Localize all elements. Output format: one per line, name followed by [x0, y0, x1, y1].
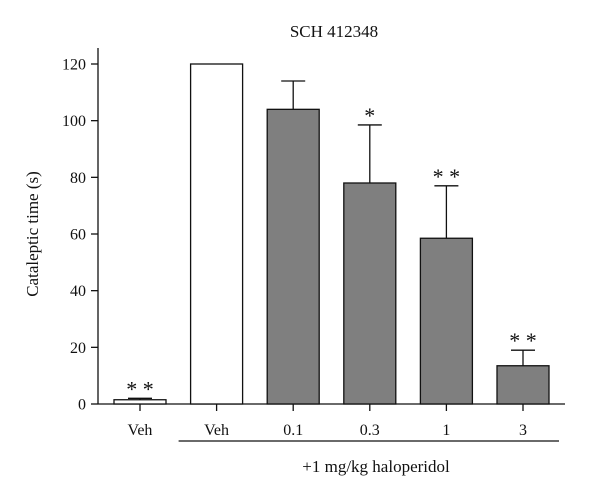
- bar: [189, 63, 244, 405]
- chart-title: SCH 412348: [290, 22, 378, 41]
- x-tick-label: 1: [442, 422, 450, 439]
- significance-marker: * *: [126, 376, 154, 401]
- significance-marker: * *: [433, 164, 461, 189]
- significance-marker: * *: [509, 328, 537, 353]
- plot-area: 0 20 40 60 80 100 120 Veh * * Veh 0.1 0.3 * 1 * * 3 * *: [62, 48, 565, 442]
- significance-marker: *: [364, 103, 375, 128]
- bar: [419, 237, 474, 405]
- bar: [343, 182, 397, 405]
- y-tick-label: 100: [62, 113, 86, 130]
- y-tick-label: 0: [78, 397, 86, 414]
- y-tick-label: 60: [70, 227, 86, 244]
- y-tick-label: 120: [62, 57, 86, 74]
- y-tick-label: 40: [70, 283, 86, 300]
- x-tick-label: Veh: [128, 422, 153, 439]
- x-tick-label: 0.1: [283, 422, 303, 439]
- x-tick-label: Veh: [204, 422, 229, 439]
- y-axis-title: Cataleptic time (s): [23, 171, 42, 297]
- y-tick-label: 80: [70, 170, 86, 187]
- bar: [266, 108, 320, 405]
- x-tick-label: 3: [519, 422, 527, 439]
- bar: [496, 365, 550, 405]
- x-tick-label: 0.3: [360, 422, 380, 439]
- y-tick-label: 20: [70, 340, 86, 357]
- group-label: +1 mg/kg haloperidol: [302, 457, 450, 476]
